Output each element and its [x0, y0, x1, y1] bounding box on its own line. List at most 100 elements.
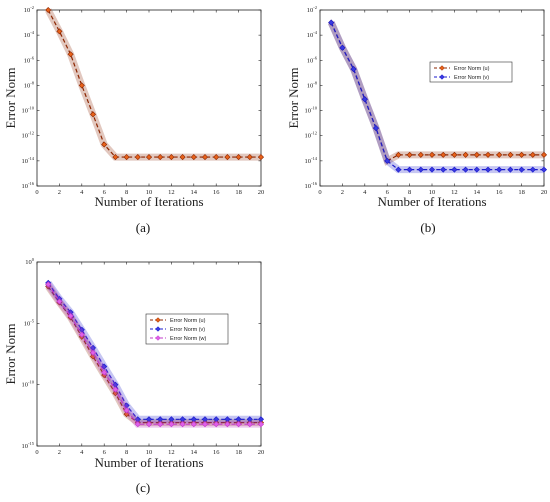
y-tick-exponent: 0 [32, 257, 35, 262]
x-tick-label: 20 [258, 449, 265, 456]
y-tick-label: 10-10 [22, 106, 35, 115]
data-point [190, 421, 197, 428]
data-point [518, 166, 525, 173]
y-tick-label: 10-10 [305, 106, 318, 115]
y-tick-base: 10 [307, 7, 314, 14]
y-tick-exponent: -10 [28, 380, 35, 385]
y-tick-exponent: -2 [313, 5, 317, 10]
x-tick-label: 18 [235, 189, 242, 196]
y-tick-label: 10-10 [22, 380, 35, 389]
y-tick-base: 10 [24, 57, 31, 64]
data-point [540, 166, 548, 173]
x-axis-label: Number of Iterations [377, 194, 486, 209]
data-point [224, 421, 231, 428]
x-tick-label: 14 [191, 449, 198, 456]
y-tick-base: 10 [22, 108, 29, 115]
y-tick-label: 10-5 [24, 318, 35, 327]
x-tick-label: 8 [125, 449, 128, 456]
y-tick-exponent: -14 [28, 156, 35, 161]
legend-entry: Error Norm (v) [170, 327, 205, 333]
y-tick-label: 10-2 [307, 5, 317, 14]
y-tick-base: 10 [305, 183, 312, 190]
data-point [78, 331, 85, 338]
panel-label: (c) [136, 480, 150, 495]
y-tick-label: 100 [25, 257, 35, 266]
series-line [330, 22, 544, 171]
data-point [145, 421, 153, 428]
data-point [179, 154, 186, 161]
y-tick-label: 10-2 [24, 5, 34, 14]
x-tick-label: 2 [341, 189, 344, 196]
chart-panel-3: 0 2 4 6 8 10 12 14 16 18 2010010-510-1010-15Error … [3, 257, 264, 495]
y-tick-label: 10-4 [24, 30, 35, 39]
y-tick-label: 10-8 [307, 80, 318, 89]
x-tick-label: 10 [146, 189, 153, 196]
y-tick-exponent: -4 [30, 30, 34, 35]
y-tick-exponent: -10 [28, 106, 35, 111]
y-tick-label: 10-6 [307, 55, 318, 64]
data-point [224, 154, 231, 161]
x-tick-label: 6 [386, 189, 390, 196]
legend: Error Norm (u) Error Norm (v) [429, 61, 513, 83]
legend-swatch-marker [155, 326, 161, 332]
x-tick-label: 0 [35, 189, 38, 196]
data-point [529, 151, 536, 158]
x-tick-label: 4 [363, 189, 367, 196]
y-tick-base: 10 [24, 320, 31, 327]
data-point [134, 421, 141, 428]
y-tick-exponent: -2 [30, 5, 34, 10]
data-point [417, 151, 424, 158]
data-point [157, 154, 164, 161]
x-tick-label: 4 [80, 449, 84, 456]
legend-swatch-marker [439, 74, 445, 80]
data-point [101, 363, 108, 370]
x-tick-label: 2 [58, 189, 61, 196]
data-point [89, 349, 97, 356]
y-tick-base: 10 [307, 82, 314, 89]
y-tick-label: 10-16 [305, 181, 318, 190]
data-point [462, 151, 469, 158]
x-tick-label: 14 [474, 189, 481, 196]
data-point [235, 154, 242, 161]
data-point [123, 407, 130, 414]
data-point [235, 421, 242, 428]
y-tick-exponent: -4 [313, 30, 317, 35]
data-point [123, 154, 130, 161]
legend-entry: Error Norm (u) [454, 66, 490, 72]
y-tick-base: 10 [22, 133, 29, 140]
legend-box [429, 61, 513, 83]
x-tick-label: 12 [168, 189, 175, 196]
data-point [201, 421, 209, 428]
y-tick-base: 10 [22, 158, 29, 165]
y-tick-base: 10 [307, 32, 314, 39]
data-point [201, 154, 209, 161]
legend-entry: Error Norm (w) [170, 336, 207, 342]
data-point [406, 166, 413, 173]
data-point [518, 151, 525, 158]
data-point [462, 166, 469, 173]
data-point [328, 19, 335, 26]
x-tick-label: 6 [103, 449, 107, 456]
data-point [112, 390, 119, 397]
data-point [89, 111, 97, 118]
x-tick-label: 6 [103, 189, 107, 196]
data-point [257, 421, 265, 428]
y-tick-exponent: -12 [311, 131, 317, 136]
x-tick-label: 8 [408, 189, 411, 196]
x-tick-label: 8 [125, 189, 128, 196]
x-tick-label: 20 [258, 189, 265, 196]
y-tick-base: 10 [24, 32, 31, 39]
panel-label: (b) [420, 220, 435, 235]
data-point [529, 166, 536, 173]
data-point [372, 125, 380, 132]
data-point [157, 421, 164, 428]
data-point [213, 421, 220, 428]
data-point [451, 166, 458, 173]
data-point [112, 386, 119, 393]
data-point [45, 6, 52, 14]
data-point [190, 154, 197, 161]
y-tick-label: 10-4 [307, 30, 318, 39]
data-point [496, 151, 503, 158]
series-2 [45, 279, 265, 423]
